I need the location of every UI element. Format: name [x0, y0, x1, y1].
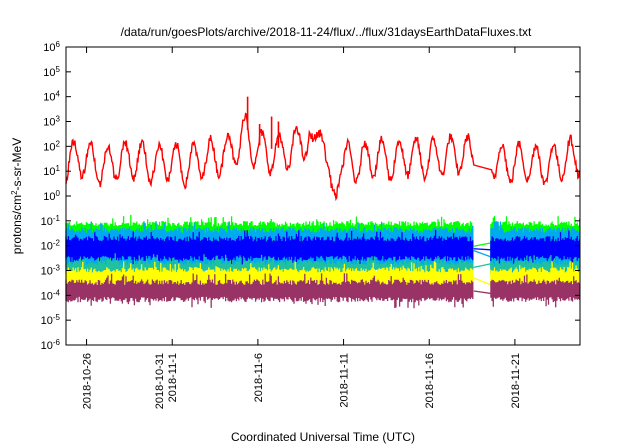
band-strip — [490, 230, 581, 268]
band-strip — [490, 274, 581, 308]
y-tick-label-base: 10 — [43, 191, 55, 203]
y-tick-label-exp: 1 — [56, 164, 61, 173]
y-axis-label: protons/cm2-s-sr-MeV — [10, 138, 25, 254]
y-tick-label-exp: 5 — [56, 64, 61, 73]
y-tick-label: 101 — [43, 164, 60, 179]
series-layer — [65, 96, 581, 309]
gap-connector — [473, 248, 491, 251]
y-tick-label-base: 10 — [43, 166, 55, 178]
y-tick-label-exp: 6 — [56, 40, 61, 49]
y-tick-label-exp: -6 — [53, 338, 61, 347]
y-tick-label-base: 10 — [41, 315, 53, 327]
y-tick-label: 10-2 — [41, 238, 61, 253]
series-band-blue — [65, 230, 581, 268]
x-tick-label: 2018-10-26 — [82, 353, 94, 409]
gap-connector — [473, 290, 491, 295]
y-axis-label-sup: 2 — [10, 190, 19, 195]
y-tick-label-base: 10 — [43, 92, 55, 104]
gap-connector — [473, 277, 492, 286]
y-tick-label-base: 10 — [41, 340, 53, 352]
y-axis-label-rest: -s-sr-MeV — [10, 138, 24, 191]
y-axis-label-base: protons/cm — [10, 195, 24, 254]
y-tick-label: 106 — [43, 40, 60, 55]
y-tick-label-base: 10 — [41, 266, 53, 278]
chart-title: /data/run/goesPlots/archive/2018-11-24/f… — [121, 25, 532, 39]
y-tick-label: 105 — [43, 64, 60, 79]
y-tick-label-base: 10 — [43, 141, 55, 153]
y-axis: 10-610-510-410-310-210-11001011021031041… — [41, 40, 580, 353]
x-axis: 2018-10-26 2018-10-31 2018-11-1 2018-11-6 20… — [82, 47, 522, 409]
y-tick-label-exp: -2 — [53, 238, 61, 247]
red-flux-line — [65, 112, 581, 202]
x-tick-label: 2018-10-31 — [154, 353, 166, 409]
y-tick-label-base: 10 — [43, 67, 55, 79]
y-tick-label-exp: -3 — [53, 263, 61, 272]
y-tick-label-exp: -5 — [53, 313, 61, 322]
series-band-maroon — [65, 273, 581, 309]
y-tick-label-exp: -1 — [53, 213, 61, 222]
y-tick-label: 102 — [43, 139, 60, 154]
y-tick-label: 10-1 — [41, 213, 61, 228]
x-tick-label: 2018-11-11 — [339, 353, 351, 408]
series-high-energy-red — [65, 96, 581, 202]
x-tick-label: 2018-11-21 — [510, 353, 522, 408]
y-tick-label: 10-4 — [41, 288, 61, 303]
y-tick-label: 104 — [43, 89, 60, 104]
x-axis-label: Coordinated Universal Time (UTC) — [231, 430, 415, 444]
y-tick-label-exp: 3 — [56, 114, 61, 123]
y-tick-label: 103 — [43, 114, 60, 129]
y-tick-label: 100 — [43, 189, 60, 204]
y-tick-label-base: 10 — [41, 216, 53, 228]
y-tick-label: 10-6 — [41, 338, 61, 353]
y-tick-label-base: 10 — [41, 290, 53, 302]
y-tick-label-exp: 0 — [56, 189, 61, 198]
gap-connector — [473, 250, 492, 258]
x-tick-label: 2018-11-1 — [167, 353, 179, 402]
band-strip — [490, 261, 581, 295]
y-tick-label-exp: -4 — [53, 288, 61, 297]
y-tick-label: 10-5 — [41, 313, 61, 328]
y-tick-label-base: 10 — [43, 42, 55, 54]
gap-connector — [473, 263, 492, 269]
gap-connector — [473, 242, 492, 247]
y-tick-label-exp: 2 — [56, 139, 61, 148]
y-tick-label: 10-3 — [41, 263, 61, 278]
y-tick-label-exp: 4 — [56, 89, 61, 98]
y-tick-label-base: 10 — [43, 117, 55, 129]
x-tick-label: 2018-11-6 — [253, 353, 265, 402]
x-tick-label: 2018-11-16 — [424, 353, 436, 408]
y-tick-label-base: 10 — [41, 241, 53, 253]
